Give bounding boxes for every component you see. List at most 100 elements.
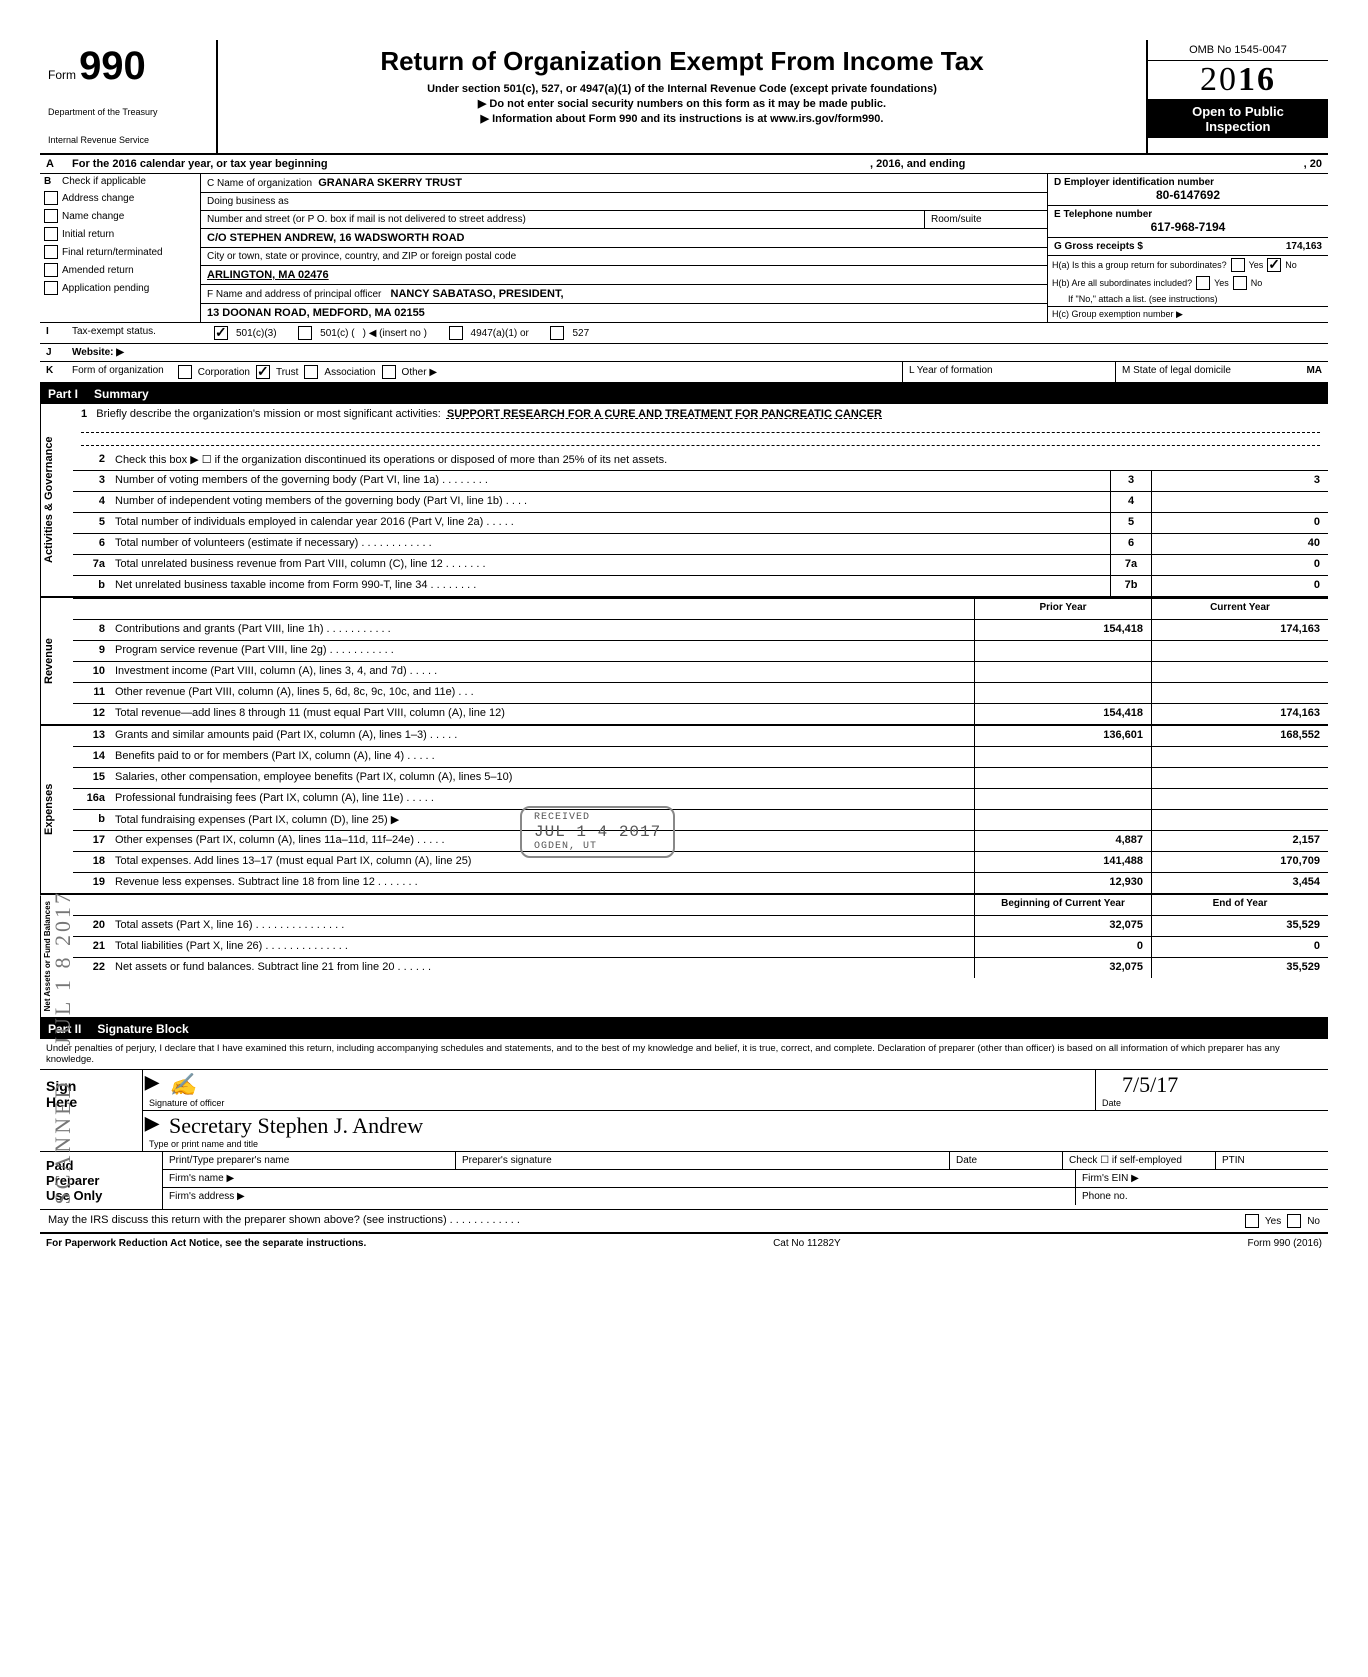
- line-value: 0: [1151, 555, 1328, 575]
- form-990-page: Form 990 Department of the Treasury Inte…: [40, 40, 1328, 1253]
- checkbox-icon[interactable]: [304, 365, 318, 379]
- part-2-title: Signature Block: [97, 1022, 188, 1036]
- m-label: M State of legal domicile: [1122, 365, 1231, 379]
- line-num: 5: [73, 513, 111, 533]
- current-value: [1151, 662, 1328, 682]
- line-desc: Number of voting members of the governin…: [111, 471, 1110, 491]
- line-num: 12: [73, 704, 111, 724]
- cb-amended-return[interactable]: Amended return: [40, 261, 200, 279]
- checkbox-icon[interactable]: [1267, 258, 1281, 272]
- yes-label: Yes: [1214, 278, 1229, 288]
- prior-value: [974, 641, 1151, 661]
- hb-label: H(b) Are all subordinates included?: [1052, 278, 1192, 288]
- checkbox-icon: [44, 281, 58, 295]
- current-value: [1151, 641, 1328, 661]
- dept-irs: Internal Revenue Service: [48, 135, 208, 145]
- checkbox-icon[interactable]: [1231, 258, 1245, 272]
- checkbox-icon[interactable]: [214, 326, 228, 340]
- sig-name-value: Secretary Stephen J. Andrew: [149, 1113, 423, 1138]
- summary-line: 5Total number of individuals employed in…: [73, 513, 1328, 534]
- checkbox-icon[interactable]: [449, 326, 463, 340]
- no-label: No: [1285, 260, 1297, 270]
- opt-trust: Trust: [276, 367, 298, 378]
- governance-lines: 1 Briefly describe the organization's mi…: [73, 404, 1328, 596]
- cb-name-change[interactable]: Name change: [40, 207, 200, 225]
- gross-value: 174,163: [1286, 241, 1322, 252]
- officer-name: NANCY SABATASO, PRESIDENT,: [391, 288, 564, 300]
- line-desc: Professional fundraising fees (Part IX, …: [111, 789, 974, 809]
- line-num: 11: [73, 683, 111, 703]
- line-num: 15: [73, 768, 111, 788]
- line-num: 14: [73, 747, 111, 767]
- gross-label: G Gross receipts $: [1054, 241, 1143, 252]
- side-governance: Activities & Governance: [40, 404, 73, 596]
- line-box: 6: [1110, 534, 1151, 554]
- line-desc: Total revenue—add lines 8 through 11 (mu…: [111, 704, 974, 724]
- prep-sig-label: Preparer's signature: [456, 1152, 950, 1169]
- col-b-header: B Check if applicable: [40, 174, 200, 189]
- prior-value: 136,601: [974, 726, 1151, 746]
- opt-501c3: 501(c)(3): [236, 328, 277, 339]
- org-name-label: C Name of organization: [207, 178, 312, 189]
- line-desc: Other expenses (Part IX, column (A), lin…: [111, 831, 974, 851]
- net-assets-section: Net Assets or Fund Balances Beginning of…: [40, 895, 1328, 1019]
- line-num: 6: [73, 534, 111, 554]
- checkbox-icon[interactable]: [256, 365, 270, 379]
- checkbox-icon[interactable]: [550, 326, 564, 340]
- summary-line: 7aTotal unrelated business revenue from …: [73, 555, 1328, 576]
- revenue-section: Revenue Prior Year Current Year 8Contrib…: [40, 598, 1328, 726]
- line-box: 7b: [1110, 576, 1151, 596]
- omb-number: OMB No 1545-0047: [1148, 40, 1328, 61]
- line-num: 20: [73, 916, 111, 936]
- current-value: [1151, 810, 1328, 830]
- checkbox-icon[interactable]: [1287, 1214, 1301, 1228]
- phone-block: E Telephone number 617-968-7194: [1048, 206, 1328, 238]
- row-a-letter: A: [40, 155, 66, 173]
- line-value: 3: [1151, 471, 1328, 491]
- expenses-lines: 13Grants and similar amounts paid (Part …: [73, 726, 1328, 893]
- cb-initial-return[interactable]: Initial return: [40, 225, 200, 243]
- checkbox-icon[interactable]: [298, 326, 312, 340]
- checkbox-icon[interactable]: [382, 365, 396, 379]
- officer-signature[interactable]: ▶ ✍ Signature of officer: [143, 1070, 1095, 1111]
- discuss-text: May the IRS discuss this return with the…: [40, 1210, 1237, 1232]
- hdr-prior: Prior Year: [974, 599, 1151, 619]
- row-i: I Tax-exempt status. 501(c)(3) 501(c) ( …: [40, 323, 1328, 344]
- side-expenses: Expenses: [40, 726, 73, 893]
- line-desc: Investment income (Part VIII, column (A)…: [111, 662, 974, 682]
- cb-label: Application pending: [62, 283, 149, 294]
- cb-application-pending[interactable]: Application pending: [40, 279, 200, 297]
- row-j: J Website: ▶: [40, 344, 1328, 362]
- checkbox-icon[interactable]: [178, 365, 192, 379]
- prior-value: 141,488: [974, 852, 1151, 872]
- prior-value: [974, 810, 1151, 830]
- signature-section: Under penalties of perjury, I declare th…: [40, 1039, 1328, 1234]
- checkbox-icon[interactable]: [1245, 1214, 1259, 1228]
- mission-value: SUPPORT RESEARCH FOR A CURE AND TREATMEN…: [447, 408, 882, 420]
- form-label: Form: [48, 68, 76, 82]
- line-1: 1 Briefly describe the organization's mi…: [73, 404, 1328, 450]
- line-num: 19: [73, 873, 111, 893]
- arrow-icon: ▶: [145, 1113, 159, 1134]
- part-1-num: Part I: [48, 387, 78, 401]
- prior-value: 154,418: [974, 620, 1151, 640]
- street-row: Number and street (or P O. box if mail i…: [201, 211, 1047, 229]
- cb-final-return[interactable]: Final return/terminated: [40, 243, 200, 261]
- firm-addr-label: Firm's address ▶: [163, 1188, 1076, 1205]
- cb-address-change[interactable]: Address change: [40, 189, 200, 207]
- current-value: 3,454: [1151, 873, 1328, 893]
- cb-label: Amended return: [62, 265, 134, 276]
- row-a-text1: For the 2016 calendar year, or tax year …: [66, 155, 864, 173]
- firm-phone-label: Phone no.: [1076, 1188, 1328, 1205]
- org-name-value: GRANARA SKERRY TRUST: [318, 177, 462, 189]
- summary-line: bNet unrelated business taxable income f…: [73, 576, 1328, 596]
- subtitle-1: Under section 501(c), 527, or 4947(a)(1)…: [228, 83, 1136, 95]
- opt-501c: 501(c) (: [320, 328, 354, 339]
- cb-label: Address change: [62, 193, 134, 204]
- governance-section: Activities & Governance 1 Briefly descri…: [40, 404, 1328, 598]
- line-num: 10: [73, 662, 111, 682]
- line-desc: Total liabilities (Part X, line 26) . . …: [111, 937, 974, 957]
- cb-label: Final return/terminated: [62, 247, 163, 258]
- checkbox-icon[interactable]: [1233, 276, 1247, 290]
- checkbox-icon[interactable]: [1196, 276, 1210, 290]
